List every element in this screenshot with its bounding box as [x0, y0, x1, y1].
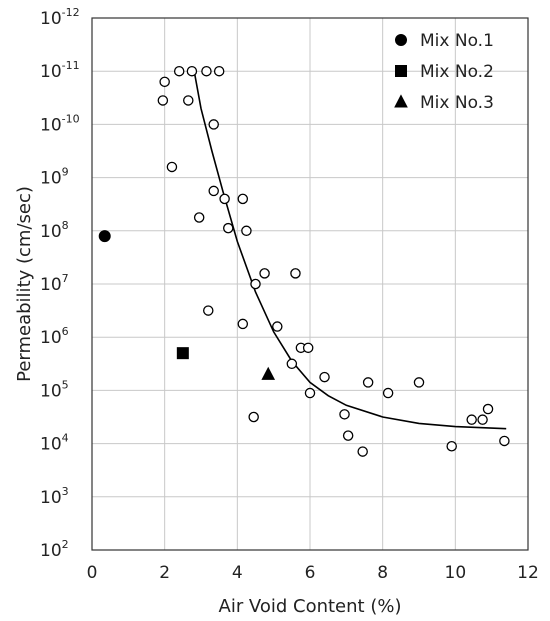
data-point [201, 65, 212, 77]
data-point [319, 371, 330, 383]
data-point [183, 95, 194, 106]
y-tick-label: 108 [40, 219, 69, 242]
data-point [203, 305, 214, 316]
data-point [98, 230, 111, 243]
data-point [272, 321, 283, 332]
y-tick-label: 107 [40, 272, 69, 295]
data-point [222, 222, 234, 234]
data-point [357, 446, 368, 457]
data-point [259, 268, 270, 279]
data-point [193, 212, 205, 223]
legend-marker-square [395, 65, 407, 77]
data-point [482, 403, 494, 415]
data-point [413, 377, 425, 388]
plot-frame [91, 17, 529, 551]
legend-label: Mix No.2 [420, 62, 494, 82]
y-tick-label: 106 [40, 325, 69, 348]
data-point [382, 387, 394, 399]
data-point [237, 318, 249, 330]
data-point [173, 65, 185, 77]
legend-marker-triangle [394, 94, 408, 108]
legend-label: Mix No.3 [420, 93, 494, 113]
data-point [213, 65, 225, 77]
data-point [241, 225, 252, 237]
data-point [248, 411, 259, 423]
y-tick-label: 103 [40, 485, 69, 508]
x-tick-label: 0 [87, 563, 98, 583]
x-tick-label: 4 [232, 563, 243, 583]
data-point [290, 268, 301, 279]
data-point [286, 358, 298, 370]
x-tick-label: 10 [445, 563, 467, 583]
data-point [166, 161, 178, 173]
legend-marker-circle [395, 34, 407, 46]
trend-curve [192, 68, 507, 430]
y-tick-label: 105 [40, 378, 69, 401]
legend: Mix No.1 Mix No.2 Mix No.3 [394, 31, 494, 113]
data-point [466, 414, 477, 425]
data-point [362, 377, 374, 388]
y-tick-label: 102 [40, 538, 69, 561]
data-point [237, 193, 249, 205]
grid-lines [92, 18, 528, 550]
y-tick-label: 10-12 [40, 6, 80, 29]
x-tick-labels: 0 2 4 6 8 10 12 [87, 563, 539, 583]
x-axis-label: Air Void Content (%) [219, 596, 402, 617]
data-point [176, 347, 189, 360]
data-point [342, 430, 354, 441]
data-point [304, 387, 316, 399]
data-point [157, 95, 169, 106]
legend-label: Mix No.1 [420, 31, 494, 51]
y-tick-labels: 10-12 10-11 10-10 109 108 107 106 105 104 103 102 [40, 6, 80, 561]
y-tick-label: 10-10 [40, 112, 80, 135]
data-point [339, 409, 350, 420]
y-tick-label: 104 [40, 432, 69, 455]
data-point [208, 119, 219, 130]
x-tick-label: 12 [517, 563, 539, 583]
data-points [98, 65, 510, 457]
data-point [261, 366, 276, 380]
data-point [499, 435, 510, 447]
data-point [250, 278, 261, 290]
y-axis-label: Permeability (cm/sec) [14, 186, 35, 382]
data-point [186, 65, 198, 77]
data-point [159, 76, 170, 88]
data-point [219, 193, 230, 205]
y-tick-label: 109 [40, 166, 69, 189]
data-point [208, 185, 219, 197]
y-tick-label: 10-11 [40, 59, 80, 82]
data-point [446, 441, 457, 452]
data-point [302, 342, 314, 354]
x-tick-label: 6 [305, 563, 316, 583]
data-point [477, 414, 488, 425]
x-tick-label: 2 [159, 563, 170, 583]
x-tick-label: 8 [377, 563, 388, 583]
